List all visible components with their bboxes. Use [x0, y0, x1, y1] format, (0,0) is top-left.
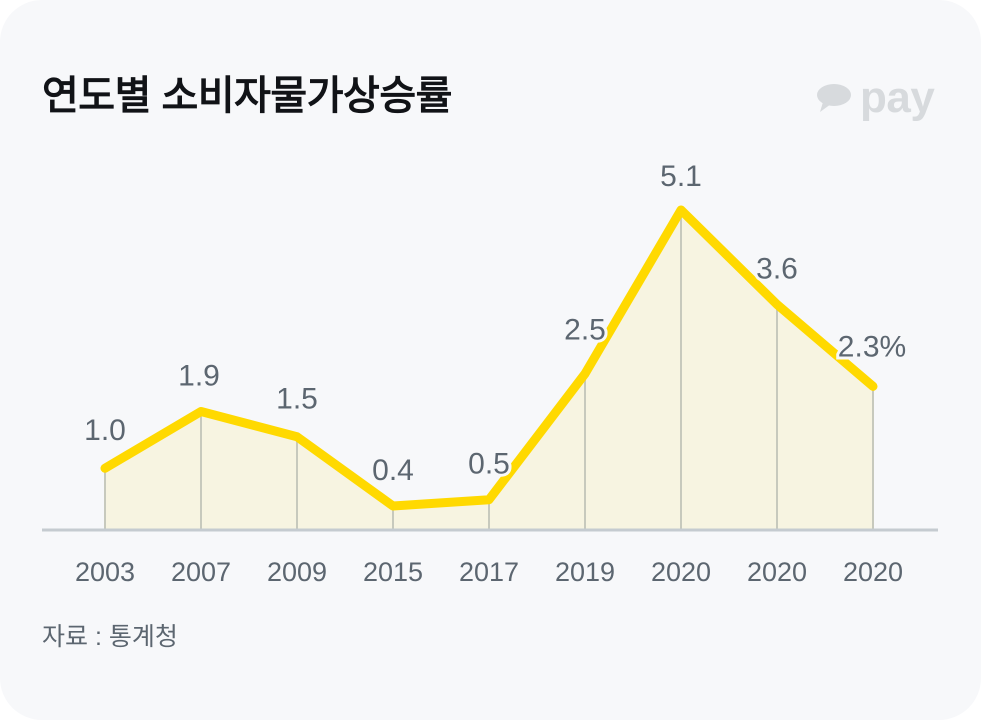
- value-label: 0.4: [372, 454, 414, 487]
- source-note: 자료 : 통계청: [42, 623, 178, 651]
- x-axis-labels: 2003 2007 2009 2015 2017 2019 2020 2020 2020: [75, 557, 903, 587]
- value-label: 2.3%: [838, 330, 906, 363]
- x-axis-label: 2015: [363, 557, 423, 587]
- value-label: 2.5: [564, 314, 606, 347]
- x-axis-label: 2017: [459, 557, 519, 587]
- value-label: 5.1: [660, 160, 702, 193]
- value-labels: 1.0 1.9 1.5 0.4 0.5 2.5 5.1 3.6 2.3%: [81, 157, 909, 490]
- drop-lines: [104, 210, 874, 530]
- value-label: 0.5: [468, 448, 510, 481]
- brand-logo: pay: [814, 73, 935, 122]
- data-line: [100, 205, 878, 511]
- x-axis-label: 2020: [747, 557, 807, 587]
- x-axis-label: 2019: [555, 557, 615, 587]
- x-axis-label: 2007: [171, 557, 231, 587]
- x-axis-label: 2020: [843, 557, 903, 587]
- trend-line: [100, 205, 878, 511]
- brand-text: pay: [860, 73, 935, 122]
- value-label: 1.5: [276, 383, 318, 416]
- chart-title: 연도별 소비자물가상승률: [42, 74, 452, 118]
- value-label: 3.6: [756, 252, 798, 285]
- speech-bubble-icon: [817, 84, 851, 112]
- x-axis-label: 2003: [75, 557, 135, 587]
- value-label: 1.9: [178, 360, 220, 393]
- x-axis-label: 2009: [267, 557, 327, 587]
- x-axis-label: 2020: [651, 557, 711, 587]
- value-label: 1.0: [84, 414, 126, 447]
